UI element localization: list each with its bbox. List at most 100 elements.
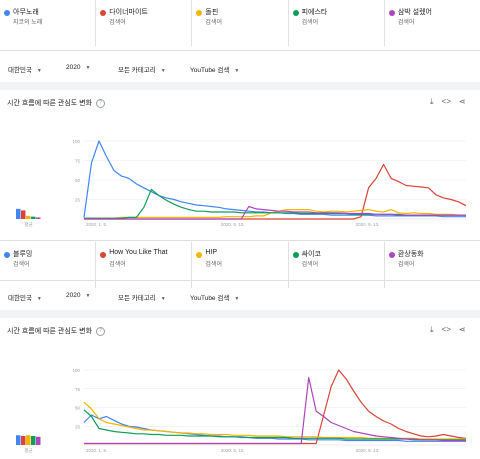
average-bar [21, 436, 26, 445]
term-card[interactable]: 피에스타 검색어 [289, 0, 385, 46]
help-icon[interactable]: ? [96, 326, 106, 336]
chart-actions: ⤓ <> ⋖ [422, 325, 466, 335]
term-subtitle: 검색어 [397, 20, 415, 26]
chart-actions: ⤓ <> ⋖ [422, 97, 466, 107]
dropdown-arrow-icon: ▼ [36, 296, 42, 302]
term-list: 아무노래 지코의 노래 다이너마이트 검색어 돌핀 검색어 피에스타 검색어 삼… [0, 0, 480, 46]
embed-icon[interactable]: <> [441, 97, 451, 106]
term-card[interactable]: 삼박 설렜어 검색어 [385, 0, 480, 46]
dropdown-arrow-icon: ▼ [160, 68, 166, 74]
interest-over-time-chart: 25 50 75 100 2020. 1. 5. 2020. 5. 10. 2020. 9.… [16, 139, 467, 227]
x-tick-label: 2020. 5. 10. [221, 222, 245, 227]
region-select[interactable]: 대한민국 ▼ [8, 64, 42, 74]
y-tick-label: 100 [72, 139, 80, 144]
help-icon[interactable]: ? [96, 98, 106, 108]
share-icon[interactable]: ⋖ [458, 97, 466, 106]
series-line [83, 414, 466, 442]
period-select[interactable]: 2020 ▼ [66, 292, 90, 299]
chart-title: 시간 흐름에 따른 관심도 변화? [7, 326, 106, 336]
y-tick-label: 100 [72, 368, 80, 373]
x-tick-label: 2020. 5. 10. [221, 448, 245, 453]
series-line [84, 376, 466, 445]
term-name: 돌핀 [205, 9, 219, 16]
term-subtitle: 검색어 [205, 262, 222, 268]
filter-bar: 대한민국 ▼ 2020 ▼ 모든 카테고리 ▼ YouTube 검색 ▼ [0, 58, 480, 78]
term-card[interactable]: 돌핀 검색어 [192, 0, 289, 46]
search-type-value: YouTube 검색 [190, 67, 230, 74]
y-tick-label: 25 [75, 198, 81, 203]
y-tick-label: 50 [75, 406, 81, 411]
download-icon[interactable]: ⤓ [430, 97, 434, 106]
term-card[interactable]: 블루밍 검색어 [0, 242, 97, 288]
term-color-dot [4, 252, 10, 258]
term-card[interactable]: 아무노래 지코의 노래 [0, 0, 97, 46]
search-type-value: YouTube 검색 [190, 295, 230, 302]
term-name: How You Like That [109, 249, 168, 256]
term-name: 싸이코 [301, 251, 321, 258]
term-card[interactable]: 다이너마이트 검색어 [96, 0, 193, 46]
term-color-dot [100, 252, 107, 258]
term-name: 환상동화 [397, 251, 424, 258]
y-tick-label: 75 [75, 159, 81, 164]
average-bar [21, 210, 26, 219]
term-card[interactable]: How You Like That 검색어 [96, 242, 193, 288]
divider [0, 50, 480, 51]
share-icon[interactable]: ⋖ [458, 325, 466, 334]
term-subtitle: 검색어 [109, 20, 126, 26]
series-line [84, 208, 466, 219]
average-bar [26, 435, 31, 445]
interest-over-time-chart: 25 50 75 100 2020. 1. 5. 2020. 5. 10. 2020. 9.… [16, 368, 467, 453]
average-label: 평균 [24, 221, 32, 227]
dropdown-arrow-icon: ▼ [234, 296, 240, 302]
divider [0, 240, 480, 241]
average-bar [16, 208, 21, 219]
x-tick-label: 2020. 1. 5. [86, 222, 107, 227]
series-line [84, 205, 466, 220]
dropdown-arrow-icon: ▼ [85, 65, 91, 71]
chart-title-text: 시간 흐름에 따른 관심도 변화 [7, 100, 93, 107]
average-bar [16, 435, 21, 445]
search-type-select[interactable]: YouTube 검색 ▼ [190, 64, 239, 74]
filter-bar: 대한민국 ▼ 2020 ▼ 모든 카테고리 ▼ YouTube 검색 ▼ [0, 286, 480, 306]
average-bar [36, 436, 41, 445]
x-tick-label: 2020. 9. 13. [356, 448, 380, 453]
term-color-dot [388, 10, 395, 16]
series-line [83, 140, 466, 218]
term-card[interactable]: 환상동화 검색어 [385, 242, 480, 288]
category-select[interactable]: 모든 카테고리 ▼ [118, 64, 166, 74]
chart-title: 시간 흐름에 따른 관심도 변화? [7, 98, 106, 108]
average-bar [36, 217, 41, 219]
term-name: 다이너마이트 [109, 9, 148, 16]
section-separator [0, 310, 480, 318]
term-subtitle: 검색어 [397, 262, 415, 268]
period-value: 2020 [66, 64, 81, 71]
period-value: 2020 [66, 292, 81, 299]
term-name: 아무노래 [13, 9, 39, 16]
term-card[interactable]: 싸이코 검색어 [289, 242, 385, 288]
dropdown-arrow-icon: ▼ [85, 293, 91, 299]
region-value: 대한민국 [8, 295, 32, 302]
period-select[interactable]: 2020 ▼ [66, 64, 90, 71]
term-color-dot [388, 252, 395, 258]
category-select[interactable]: 모든 카테고리 ▼ [118, 292, 166, 302]
term-card[interactable]: HIP 검색어 [192, 242, 289, 288]
search-type-select[interactable]: YouTube 검색 ▼ [190, 292, 239, 302]
y-tick-label: 50 [75, 178, 81, 183]
embed-icon[interactable]: <> [441, 325, 451, 334]
term-subtitle: 검색어 [13, 262, 30, 268]
term-subtitle: 검색어 [205, 20, 222, 26]
download-icon[interactable]: ⤓ [430, 325, 434, 334]
section-separator [0, 82, 480, 90]
average-bar [31, 216, 36, 219]
category-value: 모든 카테고리 [118, 67, 156, 74]
y-tick-label: 75 [75, 387, 81, 392]
term-color-dot [292, 252, 299, 258]
term-color-dot [4, 10, 10, 16]
term-name: 삼박 설렜어 [397, 9, 432, 16]
term-color-dot [292, 10, 299, 16]
region-select[interactable]: 대한민국 ▼ [8, 292, 42, 302]
term-subtitle: 검색어 [109, 262, 126, 268]
term-subtitle: 지코의 노래 [13, 20, 43, 26]
term-name: 블루밍 [13, 251, 33, 258]
x-tick-label: 2020. 1. 5. [86, 448, 107, 453]
